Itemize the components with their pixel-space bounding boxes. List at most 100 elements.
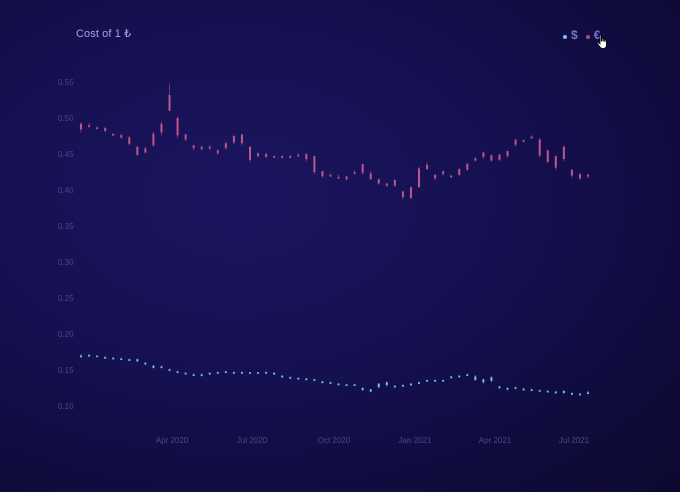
candle [514, 387, 517, 389]
legend-item-eur[interactable]: € [585, 28, 600, 42]
candle [546, 150, 549, 162]
x-tick-label: Oct 2020 [318, 436, 351, 445]
candle [426, 380, 429, 382]
candle [554, 156, 557, 168]
candle [208, 372, 211, 375]
candle [297, 377, 300, 380]
candle [377, 383, 380, 388]
series-usd [80, 354, 589, 396]
candle [249, 146, 251, 160]
y-tick-label: 0.25 [58, 294, 74, 303]
candle [168, 94, 171, 111]
candle [144, 148, 147, 153]
candle [587, 392, 589, 394]
candle [498, 386, 501, 389]
candle [570, 169, 573, 176]
candle [257, 372, 260, 374]
candle [409, 383, 412, 386]
candle [120, 358, 123, 361]
chart-title: Cost of 1 ₺ [76, 28, 132, 40]
candle [281, 156, 284, 158]
candle [434, 174, 437, 179]
candle [273, 372, 276, 375]
candle [385, 382, 388, 386]
candle [216, 150, 219, 154]
candle [562, 146, 565, 160]
candle [522, 140, 525, 142]
candle [80, 123, 82, 130]
candle [337, 177, 340, 179]
x-tick-label: Apr 2021 [479, 436, 512, 445]
candle [112, 357, 115, 360]
candle [401, 385, 404, 387]
candle [578, 174, 581, 179]
candle [522, 388, 525, 391]
candle [120, 135, 123, 138]
candle [88, 354, 91, 357]
candle [434, 380, 437, 382]
candle [490, 155, 493, 161]
candle [281, 375, 284, 378]
candle [361, 388, 364, 391]
candle [224, 143, 227, 149]
candle [160, 366, 163, 368]
candle [369, 389, 372, 392]
candle [313, 156, 316, 172]
candle [80, 355, 82, 358]
candle [514, 139, 517, 145]
candle [506, 151, 509, 157]
candle [192, 145, 195, 149]
y-tick-label: 0.35 [58, 222, 74, 231]
candle [345, 384, 348, 386]
candle [570, 393, 573, 395]
y-tick-label: 0.20 [58, 330, 74, 339]
candle [192, 374, 195, 376]
candle [506, 388, 509, 390]
candle [176, 118, 179, 136]
candle [393, 179, 396, 186]
usd-dot-icon [563, 35, 567, 39]
candle [587, 174, 589, 177]
candle [144, 362, 147, 365]
y-tick-label: 0.50 [58, 114, 74, 123]
candle [538, 390, 541, 392]
candle [152, 133, 155, 146]
candle [265, 154, 268, 157]
legend-label-usd: $ [571, 28, 578, 42]
candle [442, 380, 445, 382]
candle [418, 168, 420, 188]
candle [329, 174, 332, 177]
candle [96, 127, 99, 129]
candle [128, 137, 131, 144]
candle [361, 164, 364, 173]
y-tick-label: 0.55 [58, 78, 74, 87]
candle [240, 372, 243, 374]
candle [554, 391, 557, 394]
candle [393, 385, 396, 388]
candle [136, 146, 139, 155]
candle [337, 383, 340, 386]
candle [232, 372, 235, 374]
y-tick-label: 0.40 [58, 186, 74, 195]
candle [232, 136, 235, 143]
candle [474, 158, 477, 161]
candle [208, 146, 211, 149]
candle [136, 359, 139, 362]
y-tick-label: 0.10 [58, 402, 74, 411]
candle [409, 187, 412, 198]
legend-item-usd[interactable]: $ [563, 28, 578, 42]
candle [289, 156, 292, 158]
candle [385, 183, 388, 186]
candle [313, 379, 316, 381]
candle [418, 382, 420, 384]
hand-pointer-cursor-icon [596, 34, 607, 49]
y-tick-label: 0.45 [58, 150, 74, 159]
candle [466, 164, 469, 170]
candle [305, 378, 308, 381]
y-tick-label: 0.30 [58, 258, 74, 267]
candle [345, 176, 348, 180]
candle [128, 359, 131, 361]
candle [530, 389, 533, 392]
candle [353, 384, 356, 386]
